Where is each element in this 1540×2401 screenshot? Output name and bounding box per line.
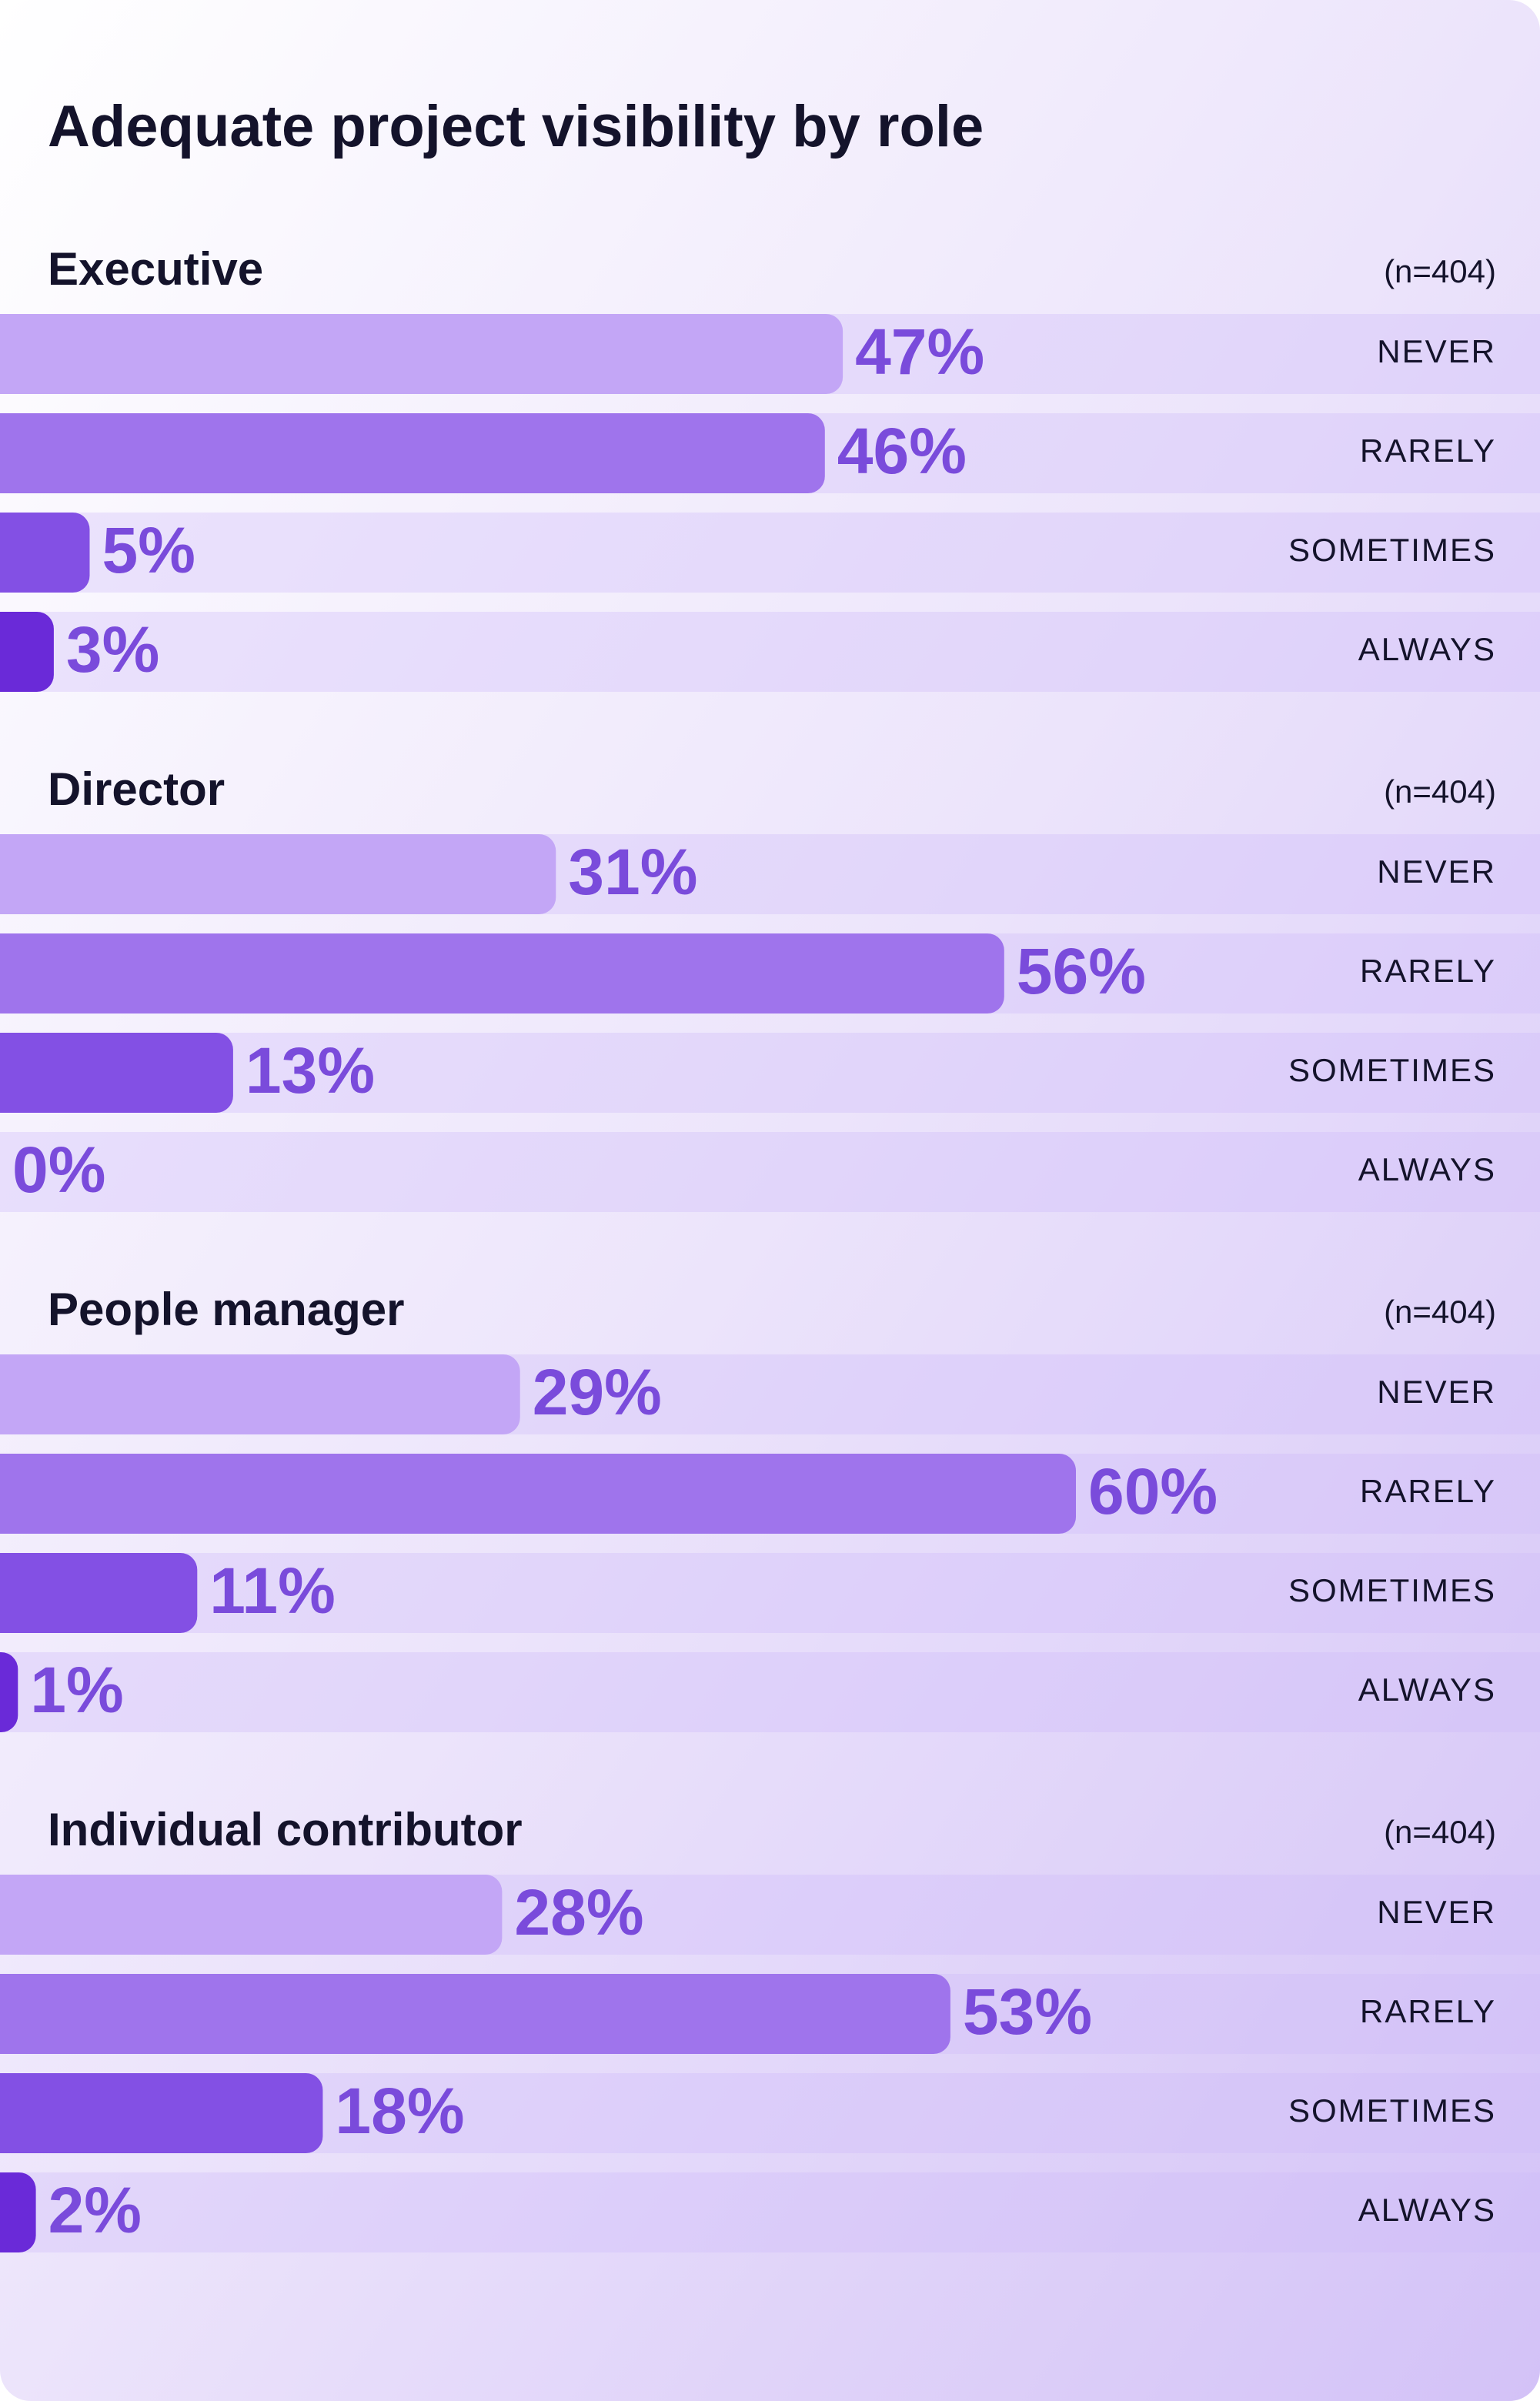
bar-track <box>0 1553 1540 1633</box>
value-label: 13% <box>246 1034 375 1107</box>
bar <box>0 933 1004 1013</box>
category-label: RARELY <box>1360 953 1496 989</box>
bar <box>0 2172 36 2252</box>
bar <box>0 1875 503 1955</box>
category-label: NEVER <box>1377 333 1496 369</box>
category-label: ALWAYS <box>1358 1151 1496 1187</box>
value-label: 18% <box>335 2075 464 2147</box>
category-label: SOMETIMES <box>1288 1572 1496 1608</box>
category-label: SOMETIMES <box>1288 2092 1496 2129</box>
bar <box>0 314 843 394</box>
value-label: 56% <box>1017 935 1146 1007</box>
bar-track <box>0 1652 1540 1732</box>
category-label: NEVER <box>1377 853 1496 890</box>
sample-size: (n=404) <box>1384 253 1496 289</box>
category-label: ALWAYS <box>1358 2192 1496 2228</box>
category-label: RARELY <box>1360 1993 1496 2029</box>
value-label: 31% <box>568 836 697 908</box>
bar <box>0 1354 520 1434</box>
bar <box>0 1454 1076 1534</box>
bar <box>0 1033 233 1113</box>
section-title: Director <box>48 763 225 815</box>
value-label: 53% <box>963 1975 1092 2048</box>
bar <box>0 413 825 493</box>
category-label: NEVER <box>1377 1894 1496 1930</box>
sample-size: (n=404) <box>1384 773 1496 810</box>
bar <box>0 1974 950 2054</box>
value-label: 46% <box>837 415 967 487</box>
value-label: 2% <box>48 2174 142 2246</box>
category-label: RARELY <box>1360 1473 1496 1509</box>
page-title: Adequate project visibility by role <box>48 94 984 159</box>
category-label: ALWAYS <box>1358 1671 1496 1708</box>
bar <box>0 834 556 914</box>
value-label: 60% <box>1088 1455 1218 1528</box>
bar <box>0 513 90 593</box>
value-label: 3% <box>66 613 159 686</box>
bar <box>0 1553 198 1633</box>
bar <box>0 1652 18 1732</box>
value-label: 29% <box>533 1356 662 1428</box>
value-label: 0% <box>12 1134 105 1206</box>
sample-size: (n=404) <box>1384 1814 1496 1850</box>
sample-size: (n=404) <box>1384 1294 1496 1330</box>
bar <box>0 2073 323 2153</box>
category-label: SOMETIMES <box>1288 532 1496 568</box>
section-title: Individual contributor <box>48 1804 523 1855</box>
category-label: RARELY <box>1360 432 1496 469</box>
value-label: 28% <box>514 1876 643 1949</box>
category-label: ALWAYS <box>1358 631 1496 667</box>
value-label: 11% <box>209 1554 336 1627</box>
category-label: SOMETIMES <box>1288 1052 1496 1088</box>
value-label: 5% <box>102 514 195 586</box>
category-label: NEVER <box>1377 1374 1496 1410</box>
bar-track <box>0 1132 1540 1212</box>
bar <box>0 612 54 692</box>
section-title: Executive <box>48 243 263 295</box>
bar-track <box>0 513 1540 593</box>
bar-track <box>0 2172 1540 2252</box>
value-label: 1% <box>30 1654 123 1726</box>
section-title: People manager <box>48 1284 405 1335</box>
bar-track <box>0 1033 1540 1113</box>
value-label: 47% <box>855 316 984 388</box>
bar-track <box>0 612 1540 692</box>
